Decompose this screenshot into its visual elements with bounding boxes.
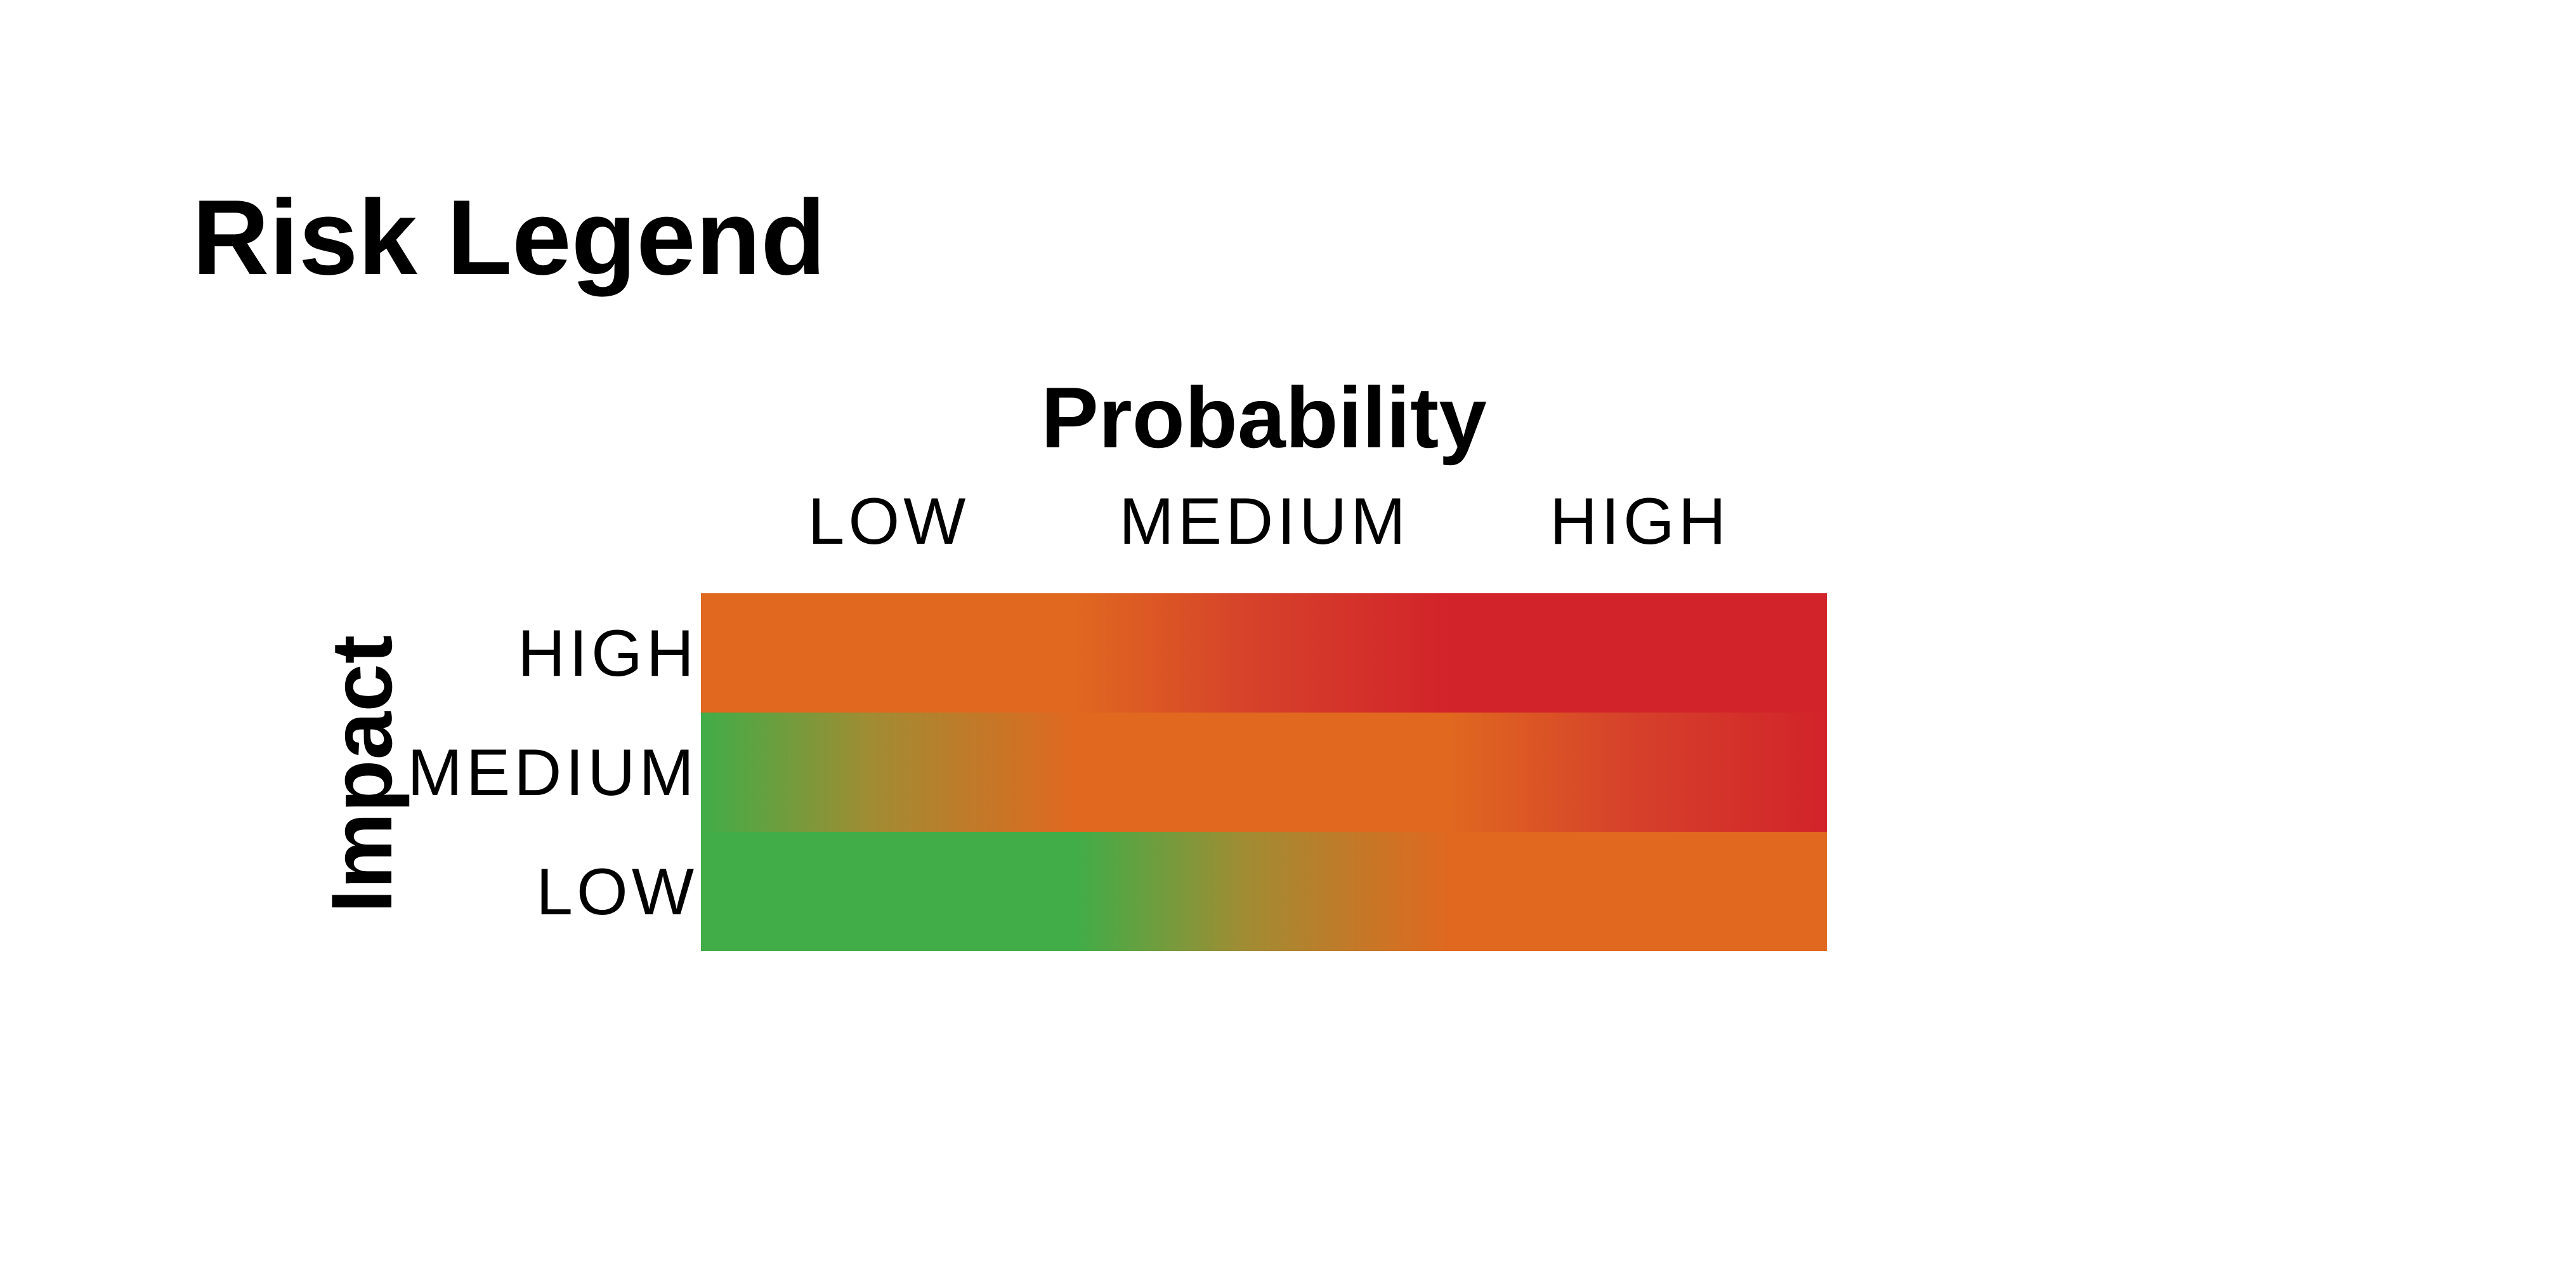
row-label-medium: MEDIUM	[407, 736, 698, 810]
page-title: Risk Legend	[192, 178, 826, 297]
cell-medium-impact-high-probability	[1449, 713, 1827, 832]
row-label-low: LOW	[536, 855, 698, 929]
cell-low-impact-high-probability	[1449, 832, 1827, 951]
cell-low-impact-medium-probability	[1075, 832, 1449, 951]
cell-medium-impact-medium-probability	[1075, 713, 1449, 832]
probability-axis-title: Probability	[1041, 369, 1487, 466]
column-label-high: HIGH	[1550, 485, 1730, 558]
cell-high-impact-low-probability	[701, 593, 1075, 713]
cell-low-impact-low-probability	[701, 832, 1075, 951]
matrix-row-low-impact	[701, 832, 1827, 951]
risk-matrix	[701, 593, 1827, 951]
cell-medium-impact-low-probability	[701, 713, 1075, 832]
matrix-row-high-impact	[701, 593, 1827, 713]
row-label-high: HIGH	[518, 617, 698, 690]
cell-high-impact-medium-probability	[1075, 593, 1449, 713]
column-label-low: LOW	[807, 485, 970, 558]
column-label-medium: MEDIUM	[1119, 485, 1409, 558]
cell-high-impact-high-probability	[1449, 593, 1827, 713]
matrix-row-medium-impact	[701, 713, 1827, 832]
